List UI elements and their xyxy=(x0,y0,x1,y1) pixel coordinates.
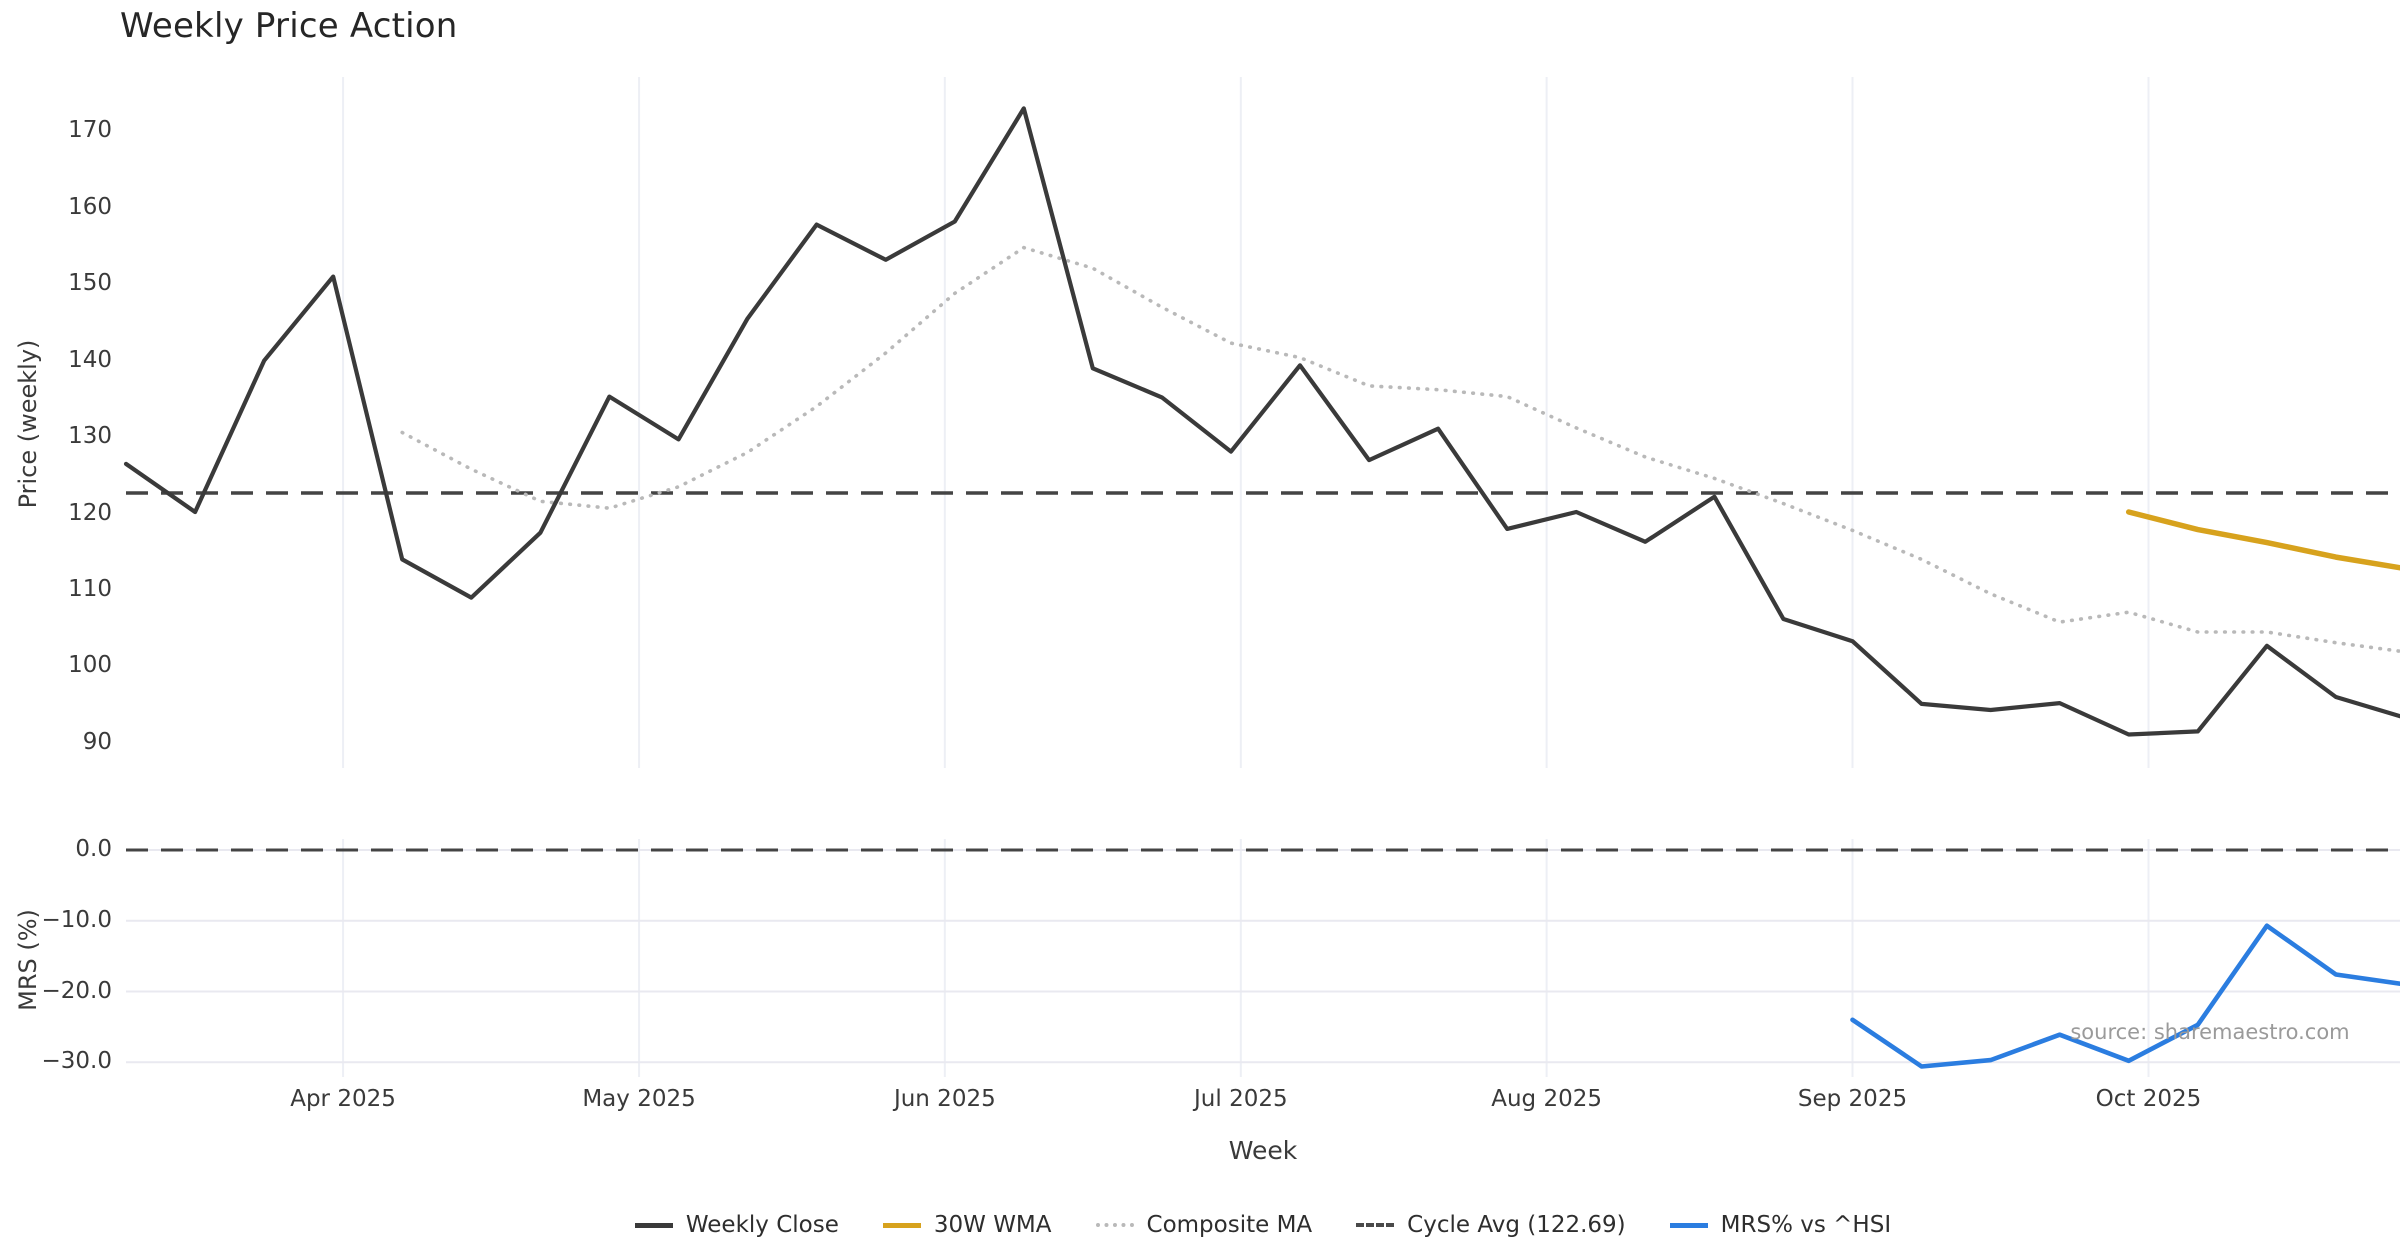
legend-label: Composite MA xyxy=(1146,1212,1313,1238)
month-tick-label: Aug 2025 xyxy=(1491,1086,1602,1112)
month-tick-label: Sep 2025 xyxy=(1797,1086,1908,1112)
price-tick-label: 150 xyxy=(68,270,112,297)
wma-30w-line xyxy=(2125,509,2400,571)
legend-item: MRS% vs ^HSI xyxy=(1669,1212,1892,1238)
mrs-tick-label: −30.0 xyxy=(41,1048,112,1075)
week-axis-label: Week xyxy=(1228,1136,1298,1165)
price-tick-label: 120 xyxy=(68,499,112,526)
price-tick-label: 160 xyxy=(68,193,112,220)
legend-item: Cycle Avg (122.69) xyxy=(1356,1212,1626,1238)
price-tick-label: 170 xyxy=(68,117,112,144)
legend-label: 30W WMA xyxy=(933,1212,1052,1238)
chart-legend: Weekly Close 30W WMA Composite MA Cycle Avg… xyxy=(126,1212,2400,1238)
mrs-tick-label: −10.0 xyxy=(41,906,112,933)
price-tick-label: 100 xyxy=(68,652,112,679)
legend-label: Cycle Avg (122.69) xyxy=(1407,1212,1626,1238)
month-tick-label: May 2025 xyxy=(582,1086,696,1112)
legend-line-swatch xyxy=(1356,1223,1395,1227)
price-tick-label: 90 xyxy=(82,728,112,755)
month-tick-label: Apr 2025 xyxy=(290,1086,396,1112)
month-tick-label: Jun 2025 xyxy=(893,1086,996,1112)
legend-line-swatch xyxy=(882,1222,921,1228)
mrs-line xyxy=(1850,923,2400,1069)
legend-item: 30W WMA xyxy=(882,1212,1052,1238)
month-tick-label: Oct 2025 xyxy=(2095,1086,2202,1112)
legend-line-swatch xyxy=(1669,1222,1708,1228)
source-watermark: source: sharemaestro.com xyxy=(2070,1020,2350,1044)
mrs-tick-label: −20.0 xyxy=(41,977,112,1004)
price-tick-label: 140 xyxy=(68,346,112,373)
composite-ma-line xyxy=(400,245,2400,654)
legend-item: Composite MA xyxy=(1095,1212,1313,1238)
legend-line-swatch xyxy=(1095,1223,1134,1227)
legend-line-swatch xyxy=(634,1222,673,1228)
legend-label: MRS% vs ^HSI xyxy=(1720,1212,1892,1238)
price-tick-label: 110 xyxy=(68,576,112,602)
legend-item: Weekly Close xyxy=(634,1212,839,1238)
chart-title: Weekly Price Action xyxy=(120,6,458,46)
month-tick-label: Jul 2025 xyxy=(1194,1086,1288,1112)
weekly-close-line xyxy=(123,106,2400,737)
price-tick-label: 130 xyxy=(68,423,112,450)
mrs-tick-label: 0.0 xyxy=(75,836,112,862)
mrs-axis-label: MRS (%) xyxy=(14,909,42,1011)
legend-label: Weekly Close xyxy=(685,1212,839,1238)
